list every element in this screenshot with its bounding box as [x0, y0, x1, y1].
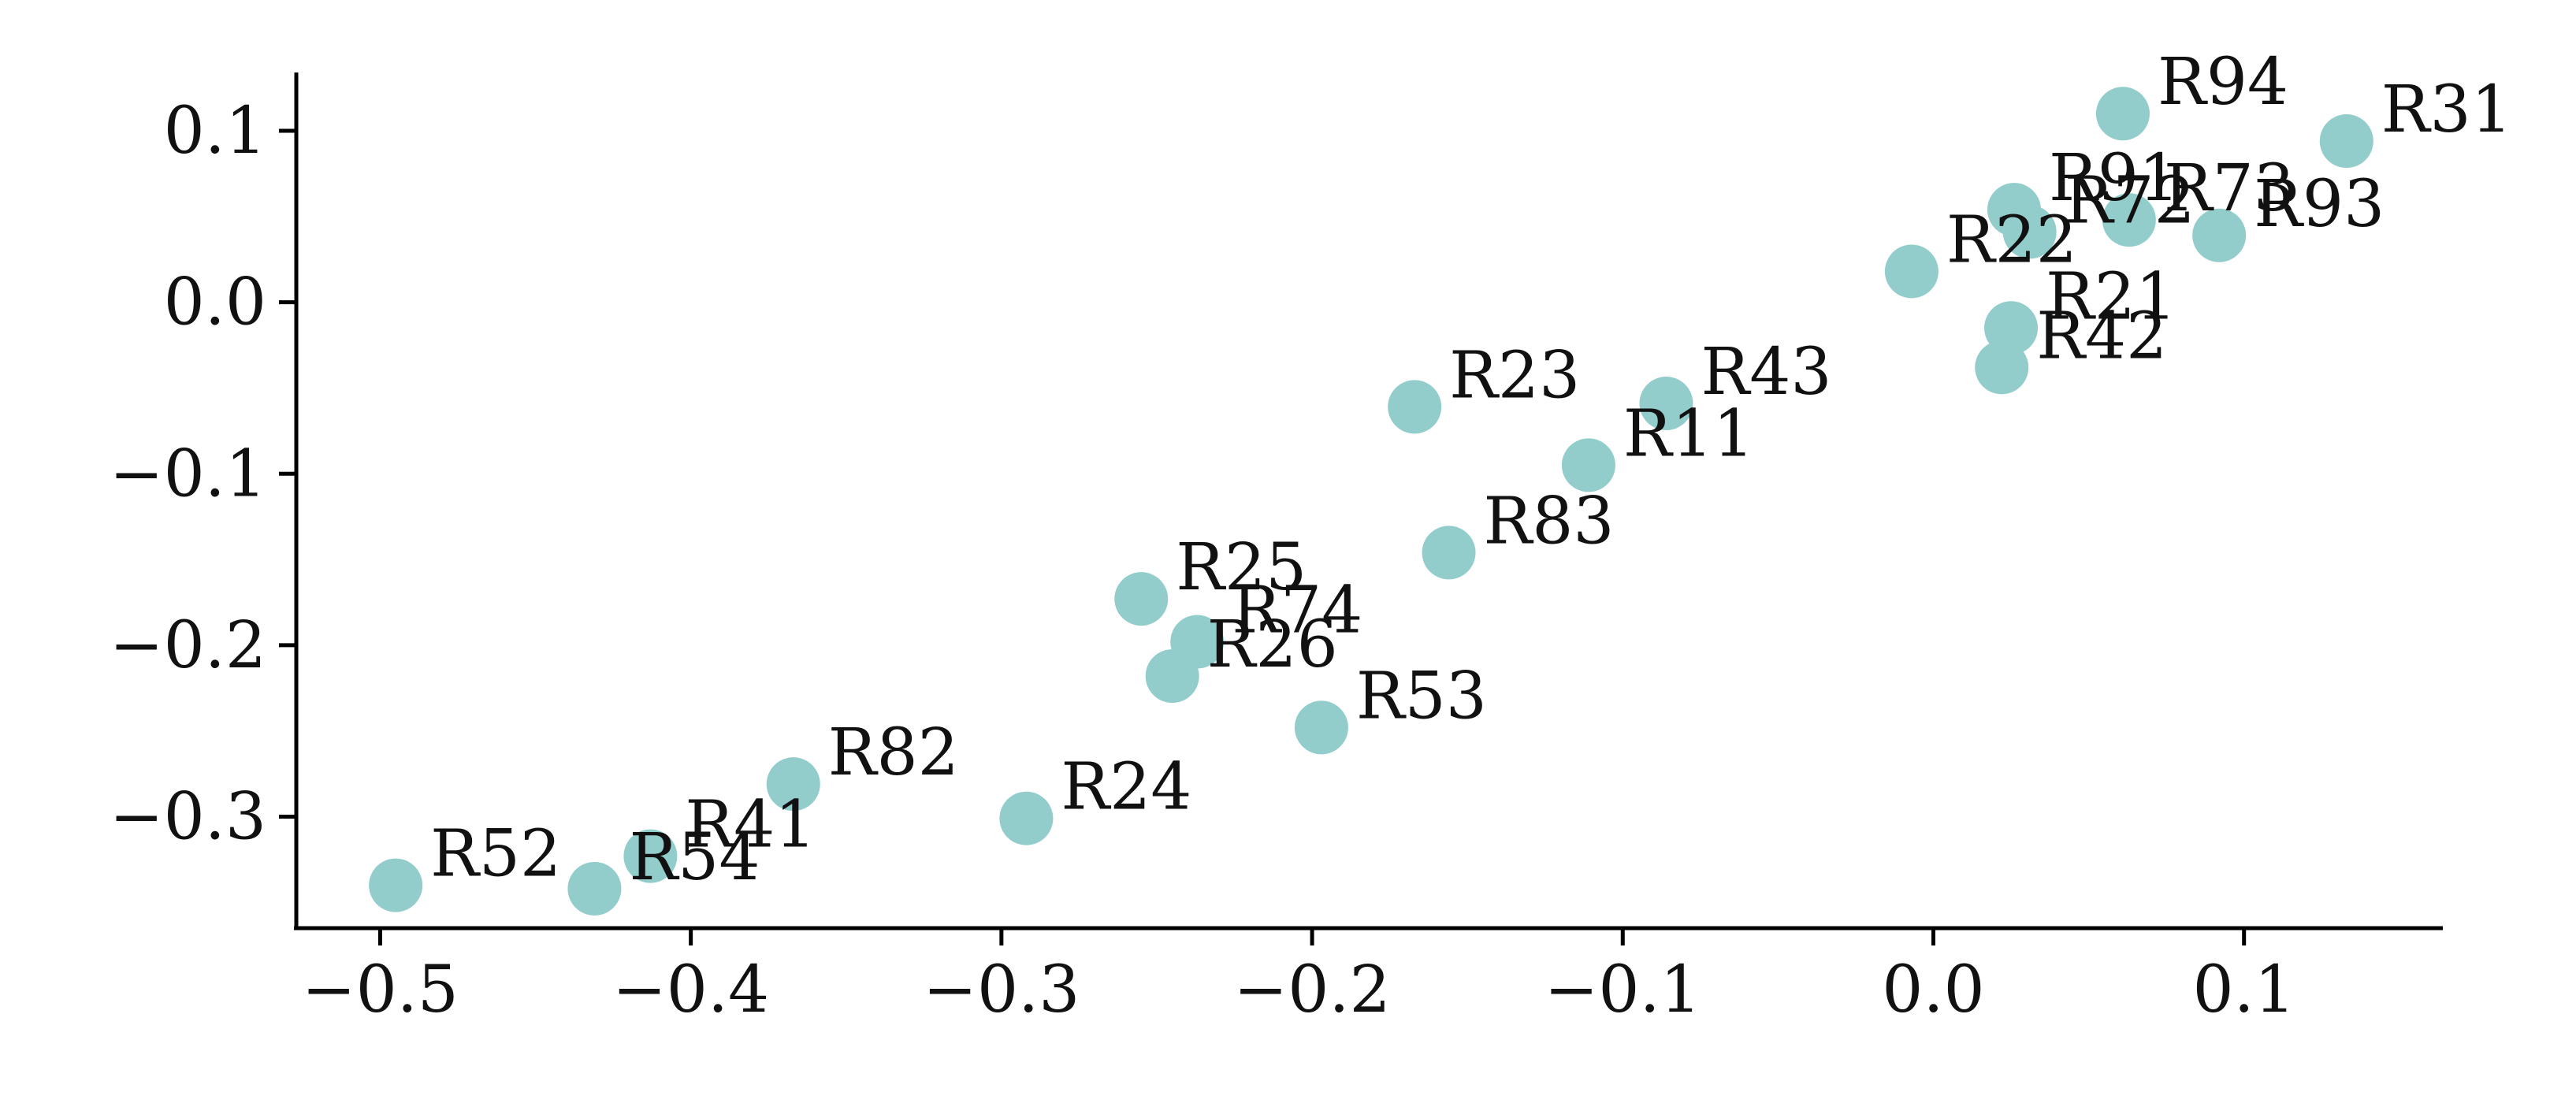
- point-label: R31: [2381, 72, 2512, 147]
- data-point: [2192, 208, 2247, 262]
- data-point: [1884, 244, 1939, 299]
- point-label: R83: [1484, 484, 1615, 559]
- point-label: R23: [1449, 338, 1580, 413]
- point-label: R26: [1207, 607, 1338, 682]
- data-point: [623, 829, 678, 883]
- point-label: R25: [1176, 530, 1307, 605]
- point-label: R94: [2158, 45, 2288, 120]
- point-label: R11: [1623, 396, 1754, 471]
- x-tick-label: −0.1: [1544, 953, 1701, 1027]
- data-point: [369, 858, 423, 912]
- point-label: R21: [2046, 259, 2176, 334]
- y-tick-label: 0.1: [164, 94, 266, 169]
- y-tick-label: 0.0: [164, 266, 266, 340]
- data-point: [1639, 377, 1693, 431]
- y-axis-ticks: 0.1 0.0 −0.1 −0.2 −0.3: [110, 94, 296, 855]
- point-label: R43: [1701, 335, 1831, 410]
- point-label: R54: [629, 820, 760, 895]
- point-label: R42: [2036, 299, 2167, 373]
- point-label: R52: [430, 817, 561, 892]
- data-point: [2102, 193, 2156, 247]
- data-point: [999, 791, 1054, 845]
- data-point: [1975, 340, 2029, 395]
- point-label: R53: [1356, 659, 1487, 734]
- x-tick-label: −0.5: [302, 953, 459, 1027]
- x-tick-label: −0.2: [1234, 953, 1391, 1027]
- point-label: R73: [2164, 151, 2295, 226]
- point-label: R93: [2254, 167, 2385, 242]
- x-tick-label: −0.4: [612, 953, 769, 1027]
- x-tick-label: 0.0: [1882, 953, 1984, 1027]
- x-tick-label: −0.3: [923, 953, 1080, 1027]
- data-point: [766, 757, 820, 812]
- data-point: [1145, 649, 1199, 704]
- y-tick-label: −0.1: [110, 436, 266, 511]
- point-label: R74: [1232, 574, 1362, 648]
- point-label: R91: [2049, 141, 2180, 216]
- point-label: R41: [685, 788, 816, 863]
- point-label: R72: [2065, 163, 2195, 238]
- point-label: R24: [1061, 750, 1191, 825]
- data-point: [567, 861, 622, 916]
- data-point: [2319, 114, 2373, 169]
- x-tick-label: 0.1: [2192, 953, 2295, 1027]
- points-layer: [369, 87, 2373, 916]
- data-point: [1422, 526, 1476, 580]
- data-point: [2095, 87, 2150, 141]
- point-label: R22: [1946, 202, 2077, 277]
- x-axis-ticks: −0.5 −0.4 −0.3 −0.2 −0.1 0.0 0.1: [302, 928, 2295, 1027]
- data-point: [1294, 700, 1348, 755]
- y-tick-label: −0.2: [110, 608, 266, 683]
- y-tick-label: −0.3: [110, 780, 266, 855]
- data-point: [1114, 572, 1169, 626]
- data-point: [1561, 438, 1615, 492]
- point-label: R82: [828, 715, 959, 790]
- data-point: [1388, 380, 1442, 434]
- data-point: [2002, 205, 2057, 259]
